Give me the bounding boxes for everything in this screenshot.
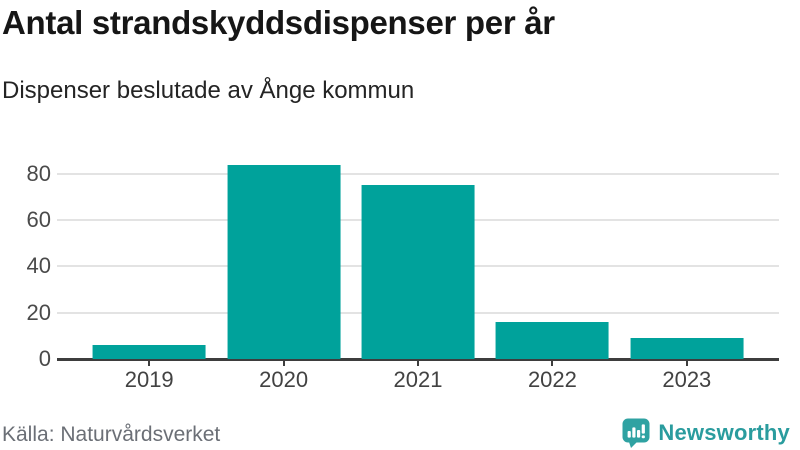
brand-name: Newsworthy [658,420,790,445]
y-tick-label-80: 80 [26,160,51,186]
y-tick-label-60: 60 [26,207,51,233]
bar-chart: 2019 2020 2021 2022 2023 0 20 40 60 80 [27,160,779,392]
bar-2022 [495,321,609,359]
source-note: Källa: Naturvårdsverket [2,423,221,446]
y-tick-label-20: 20 [26,299,51,325]
bar-group-2020: 2020 [216,160,350,392]
bar-2020 [227,164,341,359]
newsworthy-icon [622,418,650,448]
x-tick-mark-2020 [282,361,285,366]
bar-2019 [92,345,206,359]
bars-area: 2019 2020 2021 2022 2023 [82,160,754,392]
x-tick-label-2023: 2023 [662,367,712,392]
x-axis-line [57,358,779,361]
gridline-y-80 [57,172,779,175]
chart-subtitle: Dispenser beslutade av Ånge kommun [2,77,415,104]
y-tick-label-40: 40 [26,253,51,279]
x-tick-label-2020: 2020 [259,367,309,392]
x-tick-label-2019: 2019 [124,367,174,392]
bar-group-2023: 2023 [620,160,754,392]
x-tick-label-2021: 2021 [393,367,443,392]
newsworthy-logo[interactable]: Newsworthy [622,418,790,448]
bar-group-2019: 2019 [82,160,216,392]
bar-2021 [361,185,475,359]
bar-group-2022: 2022 [485,160,619,392]
x-tick-mark-2019 [148,361,151,366]
chart-title: Antal strandskyddsdispenser per år [2,4,555,41]
x-tick-mark-2022 [551,361,554,366]
x-tick-mark-2023 [685,361,688,366]
bar-2023 [630,338,744,359]
bar-group-2021: 2021 [351,160,485,392]
x-tick-label-2022: 2022 [527,367,577,392]
x-tick-mark-2021 [417,361,420,366]
y-tick-label-0: 0 [38,346,51,371]
